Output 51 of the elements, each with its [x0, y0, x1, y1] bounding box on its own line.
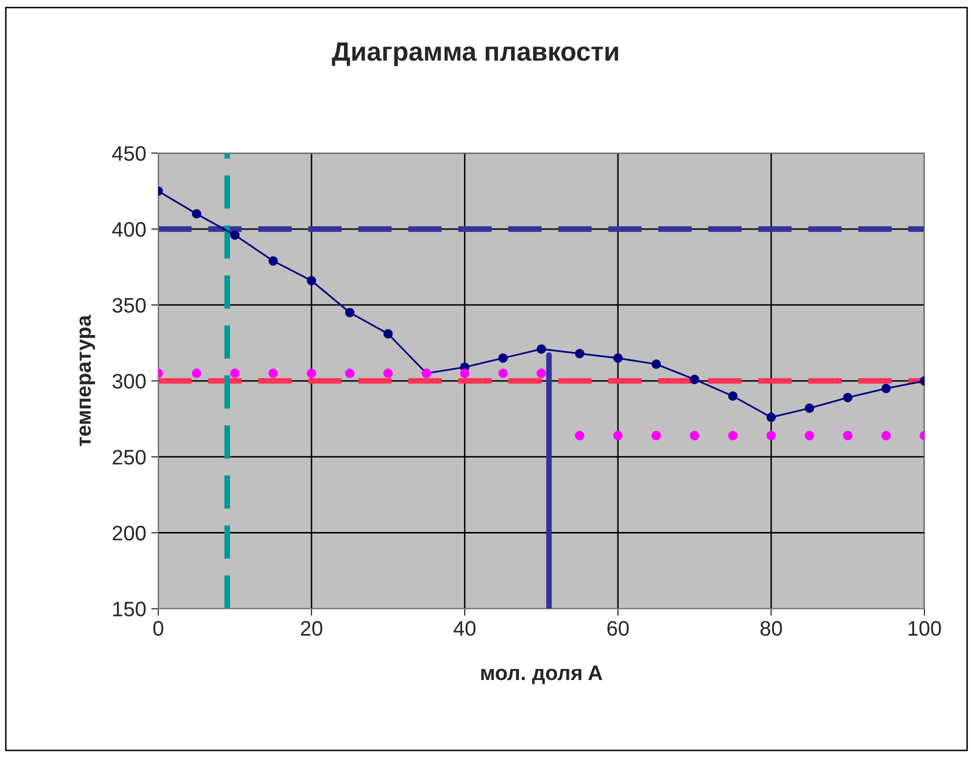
- point: [766, 430, 776, 440]
- y-axis-title: температура: [79, 314, 96, 446]
- point: [574, 348, 584, 358]
- point: [574, 430, 584, 440]
- point: [728, 391, 738, 401]
- point: [498, 353, 508, 363]
- point: [843, 430, 853, 440]
- point: [345, 368, 355, 378]
- y-tick-label: 250: [112, 450, 146, 465]
- point: [230, 368, 240, 378]
- x-tick-label: 40: [454, 621, 476, 636]
- point: [460, 368, 470, 378]
- point: [728, 430, 738, 440]
- point: [652, 430, 661, 440]
- point: [192, 209, 202, 219]
- x-axis-title: мол. доля A: [481, 666, 602, 684]
- x-tick-label: 80: [760, 621, 782, 636]
- y-tick-label: 200: [112, 526, 146, 540]
- point: [881, 430, 891, 440]
- x-tick-label: 0: [153, 621, 164, 636]
- point: [652, 360, 661, 369]
- point: [498, 368, 508, 378]
- point: [230, 230, 240, 240]
- x-tick-label: 60: [607, 621, 629, 636]
- point: [804, 404, 814, 413]
- point: [306, 276, 316, 286]
- point: [613, 353, 623, 363]
- point: [192, 368, 202, 378]
- y-tick-label: 400: [112, 222, 146, 237]
- point: [345, 308, 354, 318]
- point: [383, 329, 393, 339]
- point: [690, 430, 700, 440]
- x-tick-label: 100: [908, 621, 941, 636]
- point: [306, 368, 316, 378]
- point: [536, 344, 546, 354]
- point: [268, 256, 278, 266]
- point: [766, 412, 776, 422]
- x-tick-label: 20: [300, 621, 322, 636]
- y-tick-label: 450: [112, 146, 146, 161]
- point: [268, 368, 278, 378]
- point: [690, 374, 700, 384]
- y-tick-label: 150: [113, 602, 146, 616]
- point: [383, 368, 393, 378]
- point: [804, 430, 814, 440]
- chart-title: Диаграмма плавкости: [332, 42, 618, 66]
- point: [881, 384, 891, 394]
- y-tick-label: 350: [112, 298, 146, 313]
- point: [613, 430, 623, 440]
- y-tick-label: 300: [112, 374, 146, 389]
- point: [843, 392, 852, 402]
- point: [536, 368, 546, 378]
